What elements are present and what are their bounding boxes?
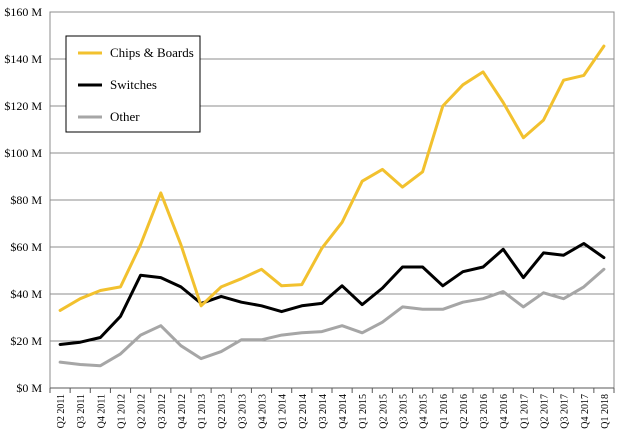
y-tick-label: $100 M (4, 146, 42, 160)
legend: Chips & Boards Switches Other (65, 35, 201, 133)
x-tick-label: Q2 2016 (459, 394, 470, 429)
x-tick-label: Q3 2012 (157, 394, 168, 429)
series-line-other (58, 267, 606, 368)
y-tick-label: $160 M (4, 5, 42, 19)
series-line-chips-boards (58, 44, 606, 312)
axes (49, 11, 615, 393)
y-tick-label: $80 M (10, 193, 42, 207)
x-tick-label: Q2 2017 (540, 394, 551, 429)
x-tick-label: Q4 2013 (258, 394, 269, 429)
x-tick-label: Q4 2012 (177, 394, 188, 429)
y-axis-ticks: $0 M $20 M $40 M $60 M $80 M $100 M $120 M $140… (4, 5, 42, 395)
y-tick-label: $40 M (10, 287, 42, 301)
x-tick-label: Q3 2013 (237, 394, 248, 429)
x-tick-label: Q1 2017 (519, 394, 530, 429)
legend-label-switches: Switches (110, 77, 157, 92)
x-tick-label: Q1 2012 (117, 394, 128, 429)
x-tick-label: Q4 2011 (96, 394, 107, 428)
y-tick-label: $120 M (4, 99, 42, 113)
x-tick-label: Q2 2012 (137, 394, 148, 429)
x-tick-label: Q2 2013 (217, 394, 228, 429)
y-tick-label: $20 M (10, 334, 42, 348)
x-tick-label: Q3 2016 (479, 394, 490, 429)
y-tick-label: $0 M (16, 381, 42, 395)
x-tick-label: Q4 2014 (338, 394, 349, 429)
x-tick-label: Q1 2016 (439, 394, 450, 429)
x-tick-label: Q1 2013 (197, 394, 208, 429)
y-tick-label: $60 M (10, 240, 42, 254)
x-tick-label: Q1 2014 (278, 394, 289, 429)
x-tick-label: Q2 2015 (378, 394, 389, 429)
legend-label-chips-boards: Chips & Boards (110, 45, 194, 60)
x-axis-ticks: Q2 2011 Q3 2011 Q4 2011 Q1 2012 Q2 2012 Q3 20… (56, 394, 611, 429)
x-tick-label: Q2 2014 (298, 394, 309, 429)
legend-label-other: Other (110, 109, 140, 124)
x-tick-label: Q3 2017 (560, 394, 571, 429)
x-tick-label: Q3 2015 (399, 394, 410, 429)
x-tick-label: Q3 2014 (318, 394, 329, 429)
series-lines (58, 44, 606, 368)
x-tick-label: Q4 2016 (499, 394, 510, 429)
x-tick-label: Q4 2017 (580, 394, 591, 429)
x-tick-label: Q1 2018 (600, 394, 611, 429)
x-tick-label: Q3 2011 (76, 394, 87, 428)
y-tick-label: $140 M (4, 52, 42, 66)
x-tick-label: Q1 2015 (358, 394, 369, 429)
x-tick-label: Q4 2015 (419, 394, 430, 429)
series-line-switches (58, 242, 606, 346)
x-tick-label: Q2 2011 (56, 394, 67, 428)
